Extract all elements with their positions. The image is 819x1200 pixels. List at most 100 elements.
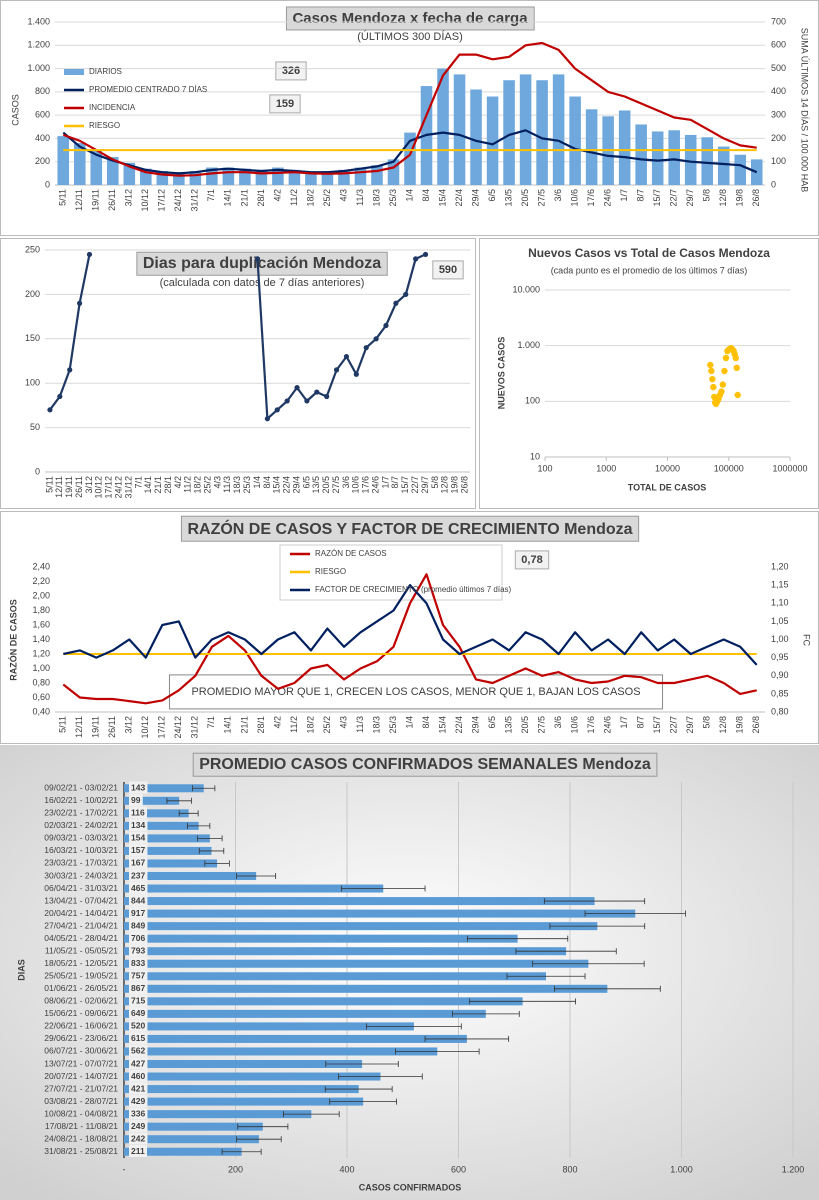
label-box (129, 931, 148, 944)
line (63, 584, 758, 666)
x-tick-label: 3/6 (553, 716, 563, 729)
data-label: 867 (131, 983, 145, 993)
x-tick-label: 29/7 (420, 476, 430, 494)
x-tick-label: 11/2 (289, 716, 299, 733)
label-box (192, 752, 658, 777)
x-tick-label: 4/2 (272, 716, 282, 729)
label-box (129, 982, 148, 995)
y-tick-label: 1,00 (32, 663, 50, 673)
y-tick-label: 0 (45, 179, 50, 189)
x-tick-label: 7/1 (206, 716, 216, 729)
y-tick-label: 0,80 (32, 677, 50, 687)
label-box (129, 831, 148, 844)
y-tick-label: 400 (35, 133, 50, 143)
bar (189, 171, 202, 185)
bar (635, 124, 647, 185)
x-tick-label: 19/8 (735, 716, 745, 734)
data-label: 427 (131, 1058, 145, 1068)
data-label: 99 (131, 795, 141, 805)
bar (124, 871, 257, 881)
bar (536, 80, 548, 185)
x-tick-label: 17/6 (586, 189, 596, 207)
y-tick-label: 300 (771, 110, 786, 120)
bar (124, 1059, 363, 1069)
bar (124, 1022, 414, 1031)
y-tick-label: 500 (771, 63, 786, 73)
data-label: 917 (131, 908, 145, 918)
marker (47, 407, 53, 413)
x-tick-label: 26/11 (107, 716, 117, 738)
x-tick-label: 5/11 (58, 716, 68, 733)
x-tick-label: 18/2 (305, 189, 315, 207)
chart-title: RAZÓN DE CASOS Y FACTOR DE CRECIMIENTO M… (187, 519, 632, 538)
error-bar (197, 835, 223, 842)
y-tick-label: 50 (30, 422, 40, 432)
bar (651, 131, 664, 185)
error-bar (329, 1098, 398, 1105)
x-tick-label: 22/4 (454, 716, 464, 734)
y-tick-label: 01/06/21 - 26/05/21 (44, 983, 118, 993)
bar (124, 984, 608, 993)
x-tick-label: 3/6 (341, 476, 351, 489)
y-tick-label: 20/07/21 - 14/07/21 (44, 1071, 118, 1081)
y-tick-label: 600 (771, 40, 786, 50)
bar (124, 909, 636, 918)
label-box (129, 994, 148, 1007)
label-box (129, 956, 148, 969)
label-box (129, 969, 148, 982)
data-label: 520 (131, 1021, 145, 1031)
y-tick-label: 20/04/21 - 14/04/21 (44, 908, 118, 918)
label-box (180, 515, 640, 542)
x-tick-label: 4/3 (338, 716, 348, 729)
x-tick-label: 6/5 (487, 189, 497, 202)
error-bar (192, 785, 216, 792)
x-tick-label: 3/6 (553, 189, 563, 202)
y-tick-label: 150 (25, 333, 40, 343)
x-tick-label: 4/3 (212, 476, 222, 489)
y-tick-label: 1,80 (32, 605, 50, 615)
bar (552, 74, 565, 185)
bar (124, 897, 595, 906)
bar (124, 821, 199, 830)
bar (124, 1122, 263, 1131)
x-tick-label: 12/11 (74, 716, 84, 738)
marker (304, 398, 310, 404)
y-tick-label: 04/05/21 - 28/04/21 (44, 933, 118, 943)
data-label: 615 (131, 1033, 145, 1043)
x-tick-label: 200 (228, 1164, 243, 1174)
y-axis-label: CASOS (10, 94, 20, 126)
line (62, 41, 757, 177)
x-tick-label: 12/8 (718, 189, 728, 207)
point (710, 383, 717, 391)
bar (750, 159, 763, 185)
x-tick-label: 31/12 (123, 476, 133, 499)
chart-subtitle: (ÚLTIMOS 300 DÍAS) (357, 30, 463, 43)
error-bar (395, 1048, 480, 1055)
x-tick-label: 5/8 (702, 189, 712, 202)
error-bar (584, 910, 686, 917)
error-bar (236, 873, 277, 879)
panel (0, 238, 476, 509)
error-bar (549, 923, 646, 930)
bar (354, 167, 367, 185)
x-tick-label: 15/7 (652, 189, 662, 207)
x-tick-label: 31/12 (190, 716, 200, 739)
y-tick-label: 1.000 (517, 340, 540, 350)
x-tick-label: 17/6 (361, 476, 371, 494)
bar (371, 165, 383, 185)
marker (274, 407, 280, 413)
bar (57, 136, 70, 185)
x-tick-label: 20/5 (520, 716, 530, 734)
y-tick-label: 200 (25, 289, 40, 299)
x-tick-label: 24/12 (114, 476, 124, 499)
chart-title: PROMEDIO CASOS CONFIRMADOS SEMANALES Men… (199, 756, 651, 773)
label-box (129, 944, 148, 957)
bar (124, 997, 523, 1006)
x-tick-label: 22/4 (454, 189, 464, 207)
error-bar (341, 885, 426, 892)
x-tick-label: 14/1 (223, 189, 233, 207)
bar (124, 959, 589, 968)
y-tick-label: 11/05/21 - 05/05/21 (45, 945, 118, 955)
data-label: 849 (131, 920, 145, 930)
